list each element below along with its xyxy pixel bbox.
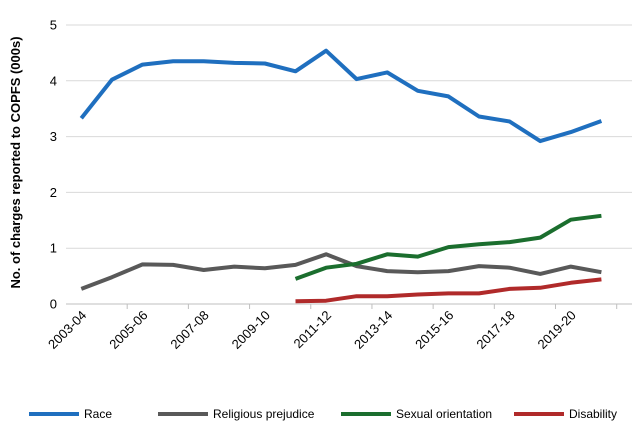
x-tick-label: 2011-12 — [291, 308, 335, 352]
x-tick-label: 2003-04 — [45, 308, 89, 352]
x-tick-label: 2009-10 — [229, 308, 273, 352]
x-tick-label: 2015-16 — [412, 308, 456, 352]
series-lines — [79, 48, 603, 304]
series-line-religious-prejudice — [80, 252, 602, 291]
x-tick-label: 2005-06 — [106, 308, 150, 352]
x-tick-label: 2013-14 — [351, 308, 395, 352]
legend: Race Religious prejudice Sexual orientatio… — [29, 407, 617, 421]
y-tick-label: 3 — [50, 129, 57, 144]
legend-label: Race — [84, 407, 112, 421]
gridlines — [66, 24, 632, 249]
legend-label: Disability — [569, 407, 617, 421]
y-tick-label: 4 — [50, 73, 57, 88]
legend-label: Sexual orientation — [396, 407, 492, 421]
y-axis-title: No. of charges reported to COPFS (000s) — [8, 36, 23, 288]
y-tick-label: 1 — [50, 241, 57, 256]
y-tick-label: 2 — [50, 185, 57, 200]
x-tick-label: 2017-18 — [473, 308, 517, 352]
y-tick-label: 5 — [50, 18, 57, 33]
x-tick-label: 2007-08 — [167, 308, 211, 352]
series-line-race — [79, 48, 603, 144]
legend-label: Religious prejudice — [213, 407, 315, 421]
x-axis-tick-labels: 2003-04 2005-06 2007-08 2009-10 2011-12 2013-… — [45, 304, 618, 352]
x-tick-label: 2019-20 — [535, 308, 579, 352]
y-axis-tick-labels: 0 1 2 3 4 5 — [50, 18, 57, 312]
y-tick-label: 0 — [50, 297, 57, 312]
series-line-disability — [295, 277, 602, 304]
series-line-sexual-orientation — [294, 213, 602, 281]
